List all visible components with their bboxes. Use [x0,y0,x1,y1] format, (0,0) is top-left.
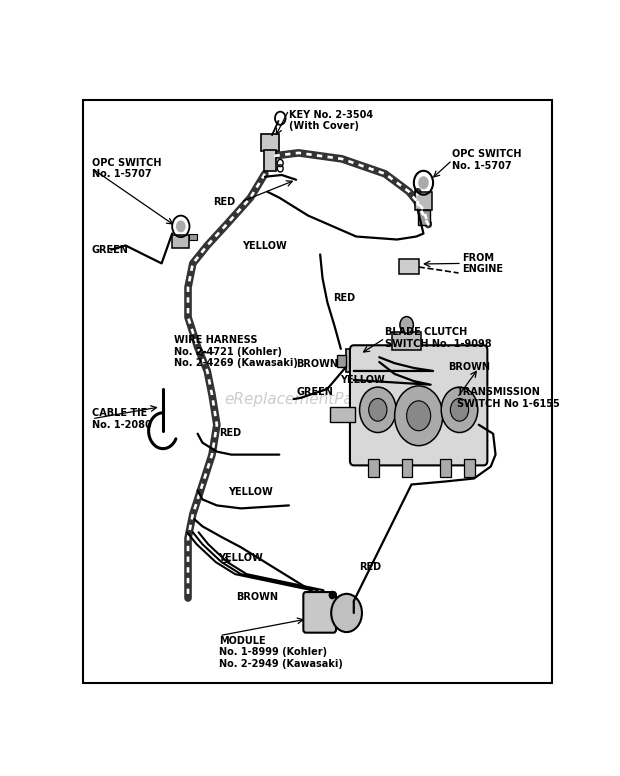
Text: BROWN: BROWN [236,592,278,602]
Text: RED: RED [219,428,241,438]
Text: YELLOW: YELLOW [340,375,385,385]
Text: BROWN: BROWN [448,362,490,372]
Circle shape [369,398,387,421]
Bar [415,192,432,210]
Bar [190,234,197,240]
Circle shape [394,386,443,445]
Text: RED: RED [360,562,382,572]
Bar [172,235,190,248]
Text: OPC SWITCH
No. 1-5707: OPC SWITCH No. 1-5707 [92,158,161,179]
Text: BLADE CLUTCH
SWITCH No. 1-9098: BLADE CLUTCH SWITCH No. 1-9098 [385,327,492,349]
Bar [330,407,355,422]
Circle shape [407,401,431,431]
Bar [402,459,412,477]
Text: OPC SWITCH
No. 1-5707: OPC SWITCH No. 1-5707 [453,149,522,171]
Circle shape [441,387,478,432]
Text: RED: RED [213,197,235,207]
Text: YELLOW: YELLOW [228,487,273,497]
Bar [261,134,280,151]
Circle shape [400,317,414,334]
Circle shape [450,398,469,421]
Bar [418,210,430,224]
Bar [264,150,276,171]
Text: GREEN: GREEN [296,387,333,397]
Circle shape [418,176,429,189]
Bar [337,355,346,367]
Bar [392,332,421,350]
Text: eReplacementParts.com: eReplacementParts.com [224,392,411,407]
Circle shape [329,591,335,598]
Circle shape [331,594,362,632]
Circle shape [176,220,185,232]
Bar [464,459,475,477]
Bar [368,459,379,477]
Bar [345,349,379,372]
Text: YELLOW: YELLOW [242,241,286,251]
Text: RED: RED [334,293,356,303]
Text: TRANSMISSION
SWITCH No 1-6155: TRANSMISSION SWITCH No 1-6155 [457,387,560,409]
Bar [379,354,391,365]
FancyBboxPatch shape [303,592,336,632]
Text: YELLOW: YELLOW [218,553,263,563]
Text: BROWN: BROWN [296,359,338,369]
Text: CABLE TIE
No. 1-2080: CABLE TIE No. 1-2080 [92,408,152,430]
Bar [440,459,451,477]
Text: WIRE HARNESS
No. 2-4721 (Kohler)
No. 2-4269 (Kawasaki): WIRE HARNESS No. 2-4721 (Kohler) No. 2-4… [174,335,298,369]
Text: MODULE
No. 1-8999 (Kohler)
No. 2-2949 (Kawasaki): MODULE No. 1-8999 (Kohler) No. 2-2949 (K… [219,636,343,669]
Circle shape [360,387,396,432]
Text: KEY No. 2-3504
(With Cover): KEY No. 2-3504 (With Cover) [289,110,373,131]
Text: FROM
ENGINE: FROM ENGINE [462,253,503,274]
Text: GREEN: GREEN [92,245,129,255]
FancyBboxPatch shape [350,345,487,466]
Bar [399,259,419,274]
